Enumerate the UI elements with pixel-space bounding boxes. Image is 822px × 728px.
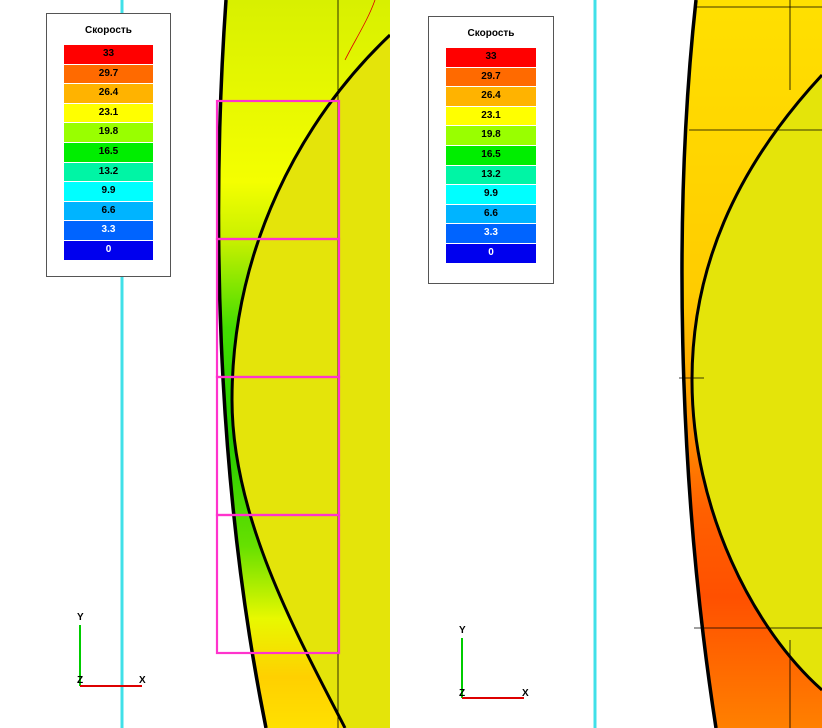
- inner-body: [692, 75, 822, 690]
- legend-swatch: 26.4: [446, 87, 536, 106]
- legend-swatch: 23.1: [64, 103, 153, 123]
- legend-title: Скорость: [467, 28, 515, 39]
- legend-swatch: 16.5: [446, 146, 536, 165]
- legend-swatch: 0: [64, 241, 153, 260]
- legend-swatch: 33: [446, 48, 536, 67]
- legend-swatch: 23.1: [446, 106, 536, 126]
- band-outline: [680, 0, 718, 728]
- axis-label-x: X: [522, 688, 529, 699]
- legend-swatch: 19.8: [64, 123, 153, 142]
- highlight-frames: [215, 99, 341, 655]
- legend-right: Скорость 33 29.7 26.4 23.1 19.8 16.5 13.2 9.9 6.…: [428, 16, 554, 284]
- left-scene: [79, 0, 390, 728]
- legend-swatch: 9.9: [64, 182, 153, 201]
- legend-swatch: 19.8: [446, 126, 536, 145]
- axis-label-y: Y: [459, 625, 466, 636]
- legend-swatch: 33: [64, 45, 153, 64]
- legend-swatch: 13.2: [64, 162, 153, 182]
- axis-label-y: Y: [77, 612, 84, 623]
- legend-swatch: 26.4: [64, 84, 153, 103]
- right-viewport[interactable]: Y Z X Скорость 33 29.7 26.4 23.1 19.8 16.5 13.…: [394, 0, 822, 728]
- band-outline: [216, 0, 268, 728]
- legend-swatch: 6.6: [446, 204, 536, 224]
- legend-swatch: 13.2: [446, 165, 536, 185]
- axis-label-z: Z: [77, 675, 84, 686]
- legend-left: Скорость 33 29.7 26.4 23.1 19.8 16.5 13.2 9.9 6.…: [46, 13, 171, 277]
- body-outline: [230, 33, 390, 728]
- legend-swatch: 3.3: [64, 221, 153, 240]
- viewport-divider: [390, 0, 394, 728]
- legend-swatch: 16.5: [64, 143, 153, 162]
- legend-swatch: 3.3: [446, 224, 536, 243]
- right-scene: [461, 0, 822, 728]
- body-outline: [690, 73, 822, 692]
- legend-swatch: 6.6: [64, 201, 153, 221]
- legend-swatch: 29.7: [446, 67, 536, 87]
- legend-swatch: 9.9: [446, 185, 536, 204]
- left-viewport[interactable]: Y Z X Скорость 33 29.7 26.4 23.1 19.8 16.5 13.…: [0, 0, 390, 728]
- axis-label-x: X: [139, 675, 146, 686]
- legend-swatch: 0: [446, 244, 536, 263]
- legend-title: Скорость: [85, 25, 132, 36]
- legend-swatch: 29.7: [64, 64, 153, 84]
- axis-label-z: Z: [459, 688, 466, 699]
